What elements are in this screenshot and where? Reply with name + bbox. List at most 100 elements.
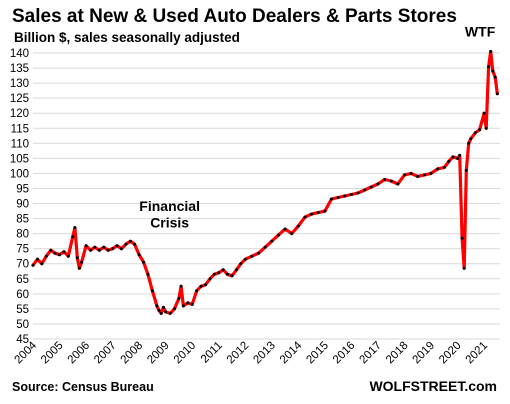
data-point xyxy=(89,248,93,252)
series-line xyxy=(31,49,499,315)
x-axis-ticks: 2004 2005 2006 2007 2008 2009 2010 2011 2012 2013… xyxy=(13,339,491,366)
y-tick-label: 70 xyxy=(16,259,29,271)
data-point xyxy=(80,260,84,264)
y-axis-ticks: 45 50 55 60 65 70 75 80 85 90 95 100 105 110 115 120 125… xyxy=(10,48,29,346)
y-tick-label: 45 xyxy=(16,334,29,346)
data-point xyxy=(442,165,446,169)
data-point xyxy=(212,272,216,276)
data-point xyxy=(323,209,327,213)
annotation-label: Financial xyxy=(139,198,200,214)
data-point xyxy=(349,193,353,196)
x-tick-label: 2016 xyxy=(331,340,358,367)
x-tick-label: 2005 xyxy=(39,340,66,367)
y-tick-label: 55 xyxy=(16,304,29,316)
data-point xyxy=(208,277,212,281)
data-point xyxy=(199,284,203,288)
data-point xyxy=(469,137,473,141)
data-point xyxy=(456,156,459,160)
data-point xyxy=(369,185,373,189)
data-point xyxy=(190,302,194,306)
data-point xyxy=(155,304,159,308)
data-point xyxy=(40,262,44,266)
data-point xyxy=(250,254,254,258)
x-tick-label: 2007 xyxy=(92,340,119,367)
x-tick-label: 2011 xyxy=(199,340,225,366)
y-tick-label: 100 xyxy=(10,168,29,180)
data-point xyxy=(77,266,81,270)
data-point xyxy=(473,131,477,135)
y-tick-label: 115 xyxy=(11,123,29,135)
data-point xyxy=(195,289,199,293)
data-point xyxy=(186,301,190,305)
data-point xyxy=(142,260,146,264)
y-tick-label: 90 xyxy=(16,199,29,211)
y-tick-label: 125 xyxy=(10,93,29,105)
x-tick-label: 2008 xyxy=(119,340,146,367)
data-point xyxy=(491,69,495,73)
data-point xyxy=(276,233,280,237)
x-tick-label: 2015 xyxy=(304,340,331,367)
data-point xyxy=(464,168,468,172)
data-point xyxy=(460,236,464,240)
data-point xyxy=(290,232,294,236)
y-tick-label: 130 xyxy=(10,78,29,90)
data-point xyxy=(162,305,165,309)
x-tick-label: 2021 xyxy=(464,340,491,367)
x-tick-label: 2010 xyxy=(172,340,199,367)
data-point xyxy=(462,266,466,270)
y-tick-label: 140 xyxy=(10,48,29,60)
data-point xyxy=(356,191,360,195)
data-point xyxy=(221,268,225,272)
y-tick-label: 65 xyxy=(16,274,29,286)
data-point xyxy=(62,250,66,254)
data-point xyxy=(330,197,333,201)
data-point xyxy=(310,212,314,216)
x-tick-label: 2020 xyxy=(437,340,464,367)
data-point xyxy=(128,239,132,243)
data-point xyxy=(93,245,97,249)
data-point xyxy=(181,304,185,308)
data-point xyxy=(487,65,491,69)
data-point xyxy=(482,111,486,115)
data-point xyxy=(106,248,110,252)
data-point xyxy=(336,196,340,199)
data-point xyxy=(263,245,267,249)
data-point xyxy=(66,254,70,258)
series-layer xyxy=(31,49,499,315)
data-point xyxy=(157,308,161,312)
data-point xyxy=(36,257,39,261)
data-point xyxy=(84,244,88,248)
data-point xyxy=(316,211,320,215)
chart-title: Sales at New & Used Auto Dealers & Parts… xyxy=(12,6,457,27)
data-point xyxy=(177,296,181,300)
data-point xyxy=(376,182,380,186)
data-point xyxy=(389,179,393,183)
y-tick-label: 135 xyxy=(10,63,29,75)
data-point xyxy=(53,251,57,255)
data-point xyxy=(495,92,499,96)
data-point xyxy=(283,227,287,231)
data-point xyxy=(363,188,367,192)
x-tick-label: 2013 xyxy=(251,340,278,367)
data-point xyxy=(396,182,400,186)
data-point xyxy=(230,274,234,278)
data-point xyxy=(31,263,35,267)
data-point xyxy=(429,171,433,175)
data-point xyxy=(416,174,420,178)
data-point xyxy=(343,194,347,198)
data-point xyxy=(119,247,123,251)
y-tick-label: 85 xyxy=(16,214,29,226)
data-point xyxy=(204,283,207,287)
x-tick-label: 2012 xyxy=(225,340,252,367)
y-tick-label: 120 xyxy=(10,108,29,120)
data-point xyxy=(489,50,493,53)
data-point xyxy=(115,244,119,248)
x-tick-label: 2006 xyxy=(66,340,93,367)
data-point xyxy=(478,128,482,132)
data-point xyxy=(133,242,137,246)
data-point xyxy=(436,167,440,171)
data-point xyxy=(447,159,451,163)
data-point xyxy=(458,153,462,157)
data-point xyxy=(296,224,300,228)
data-point xyxy=(179,284,183,288)
